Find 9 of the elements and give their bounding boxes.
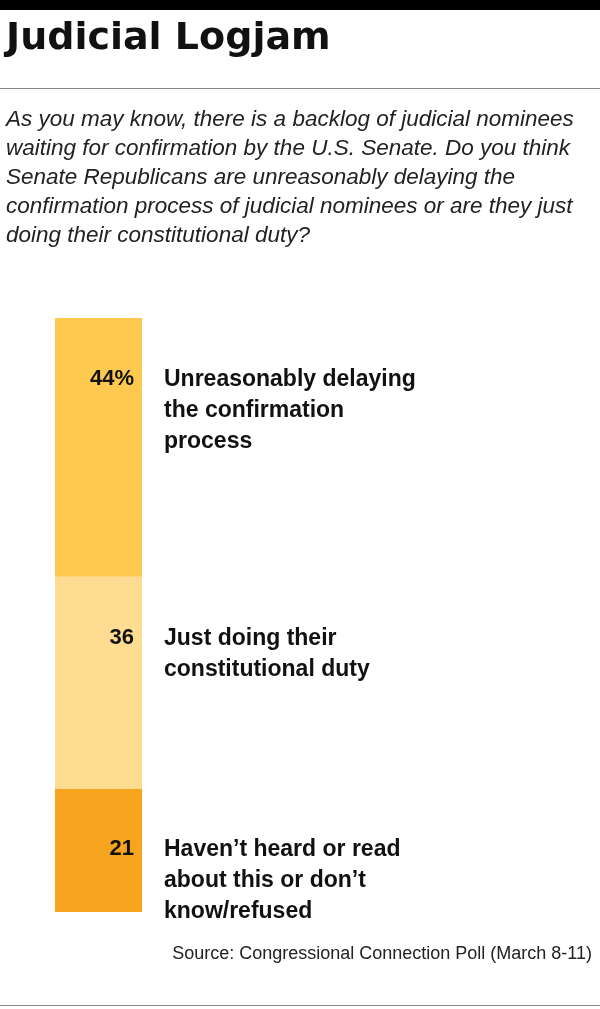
source-note: Source: Congressional Connection Poll (March 8-11) bbox=[171, 942, 592, 965]
series-label: Unreasonably delaying the confirmation process bbox=[164, 365, 416, 453]
data-label: 44% bbox=[89, 365, 134, 390]
series-label: Just doing their constitutional duty bbox=[164, 623, 370, 681]
chart-title: Judicial Logjam bbox=[6, 14, 331, 58]
data-label: 21 bbox=[109, 835, 134, 861]
series-label: Haven’t heard or read about this or don’t know/refused bbox=[164, 835, 401, 924]
data-label: 36 bbox=[109, 623, 134, 649]
text: As you may know, there is a backlog of judicial nominees waiting for confirmation by the U.S. Senate. Do you think Senate Republicans are unreasonably delaying the confirmation process of judicial nominees or are they just doing their constitutional duty? bbox=[6, 105, 575, 249]
